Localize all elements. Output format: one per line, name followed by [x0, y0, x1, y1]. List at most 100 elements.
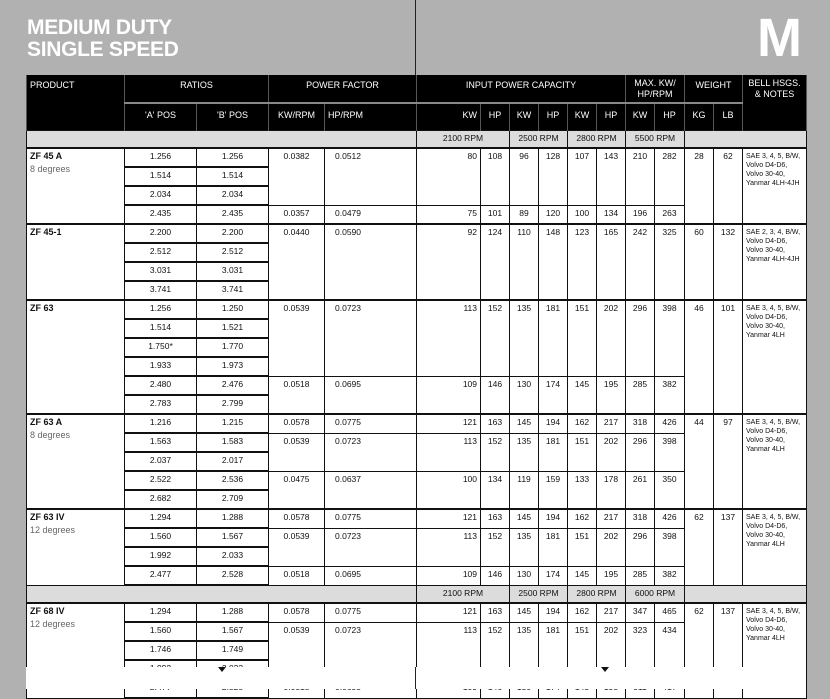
power-factor-kw-rpm: 0.0539: [268, 299, 325, 377]
capacity-hp-2800: 202: [596, 527, 626, 567]
page-bottom: [26, 667, 806, 689]
power-factor-hp-rpm: 0.0637: [324, 470, 417, 510]
table-row: 2.682 2.709: [27, 489, 807, 510]
ratio-b-pos: 1.288: [196, 508, 269, 529]
capacity-hp-2100: 163: [480, 413, 510, 434]
ratio-b-pos: 1.514: [196, 166, 269, 187]
ratio-a-pos: 2.682: [124, 489, 197, 510]
ratio-b-pos: 2.033: [196, 546, 269, 567]
power-factor-hp-rpm: 0.0512: [324, 147, 417, 206]
spec-table: PRODUCT RATIOS POWER FACTOR INPUT POWER …: [26, 75, 808, 699]
ratio-a-pos: 1.294: [124, 508, 197, 529]
capacity-max-kw: 296: [625, 432, 655, 472]
capacity-hp-2100: 124: [480, 223, 510, 301]
power-factor-hp-rpm: 0.0723: [324, 299, 417, 377]
product-name: ZF 63 A: [30, 417, 63, 427]
power-factor-hp-rpm: 0.0775: [324, 508, 417, 529]
capacity-hp-2100: 163: [480, 602, 510, 623]
capacity-max-hp: 263: [653, 204, 686, 225]
capacity-kw-2800: 145: [567, 565, 597, 586]
capacity-hp-2500: 174: [538, 375, 568, 415]
ratio-a-pos: 1.933: [124, 356, 197, 377]
capacity-kw-2800: 162: [567, 508, 597, 529]
table-row: ZF 68 IV 12 degrees 1.294 1.288 0.0578 0.0775…: [26, 602, 808, 699]
ratio-a-pos: 1.563: [124, 432, 197, 453]
ratio-b-pos: 2.512: [196, 242, 269, 263]
product-cell: ZF 45 A 8 degrees: [26, 147, 125, 225]
capacity-hp-2100: 146: [480, 375, 510, 415]
ratio-a-pos: 1.750*: [124, 337, 197, 358]
ratio-b-pos: 3.031: [196, 261, 269, 282]
weight-kg: 60: [684, 223, 715, 301]
ratio-b-pos: 1.583: [196, 432, 269, 453]
product-name: ZF 45-1: [30, 227, 62, 237]
capacity-hp-2800: 202: [596, 299, 626, 377]
table-row: 1.560 1.567 0.0539 0.0723 113 152 135 181 151 202…: [27, 621, 807, 680]
power-factor-kw-rpm: 0.0518: [268, 375, 325, 415]
capacity-kw-2800: 145: [567, 375, 597, 415]
header-b-pos: 'B' POS: [196, 102, 269, 131]
capacity-kw-2100: 100: [416, 470, 481, 510]
ratio-b-pos: 1.250: [196, 299, 269, 320]
ratio-a-pos: 1.560: [124, 621, 197, 642]
capacity-hp-2100: 152: [480, 432, 510, 472]
power-factor-kw-rpm: 0.0475: [268, 470, 325, 510]
header-hp-rpm: HP/RPM: [324, 102, 417, 131]
weight-kg: 46: [684, 299, 715, 415]
capacity-hp-2800: 134: [596, 204, 626, 225]
ratio-a-pos: 1.216: [124, 413, 197, 434]
table-row: 2.783 2.799: [27, 394, 807, 415]
product-name: ZF 45 A: [30, 151, 63, 161]
capacity-hp-2500: 120: [538, 204, 568, 225]
capacity-hp-2500: 194: [538, 413, 568, 434]
weight-lb: 97: [713, 413, 744, 510]
capacity-kw-2500: 135: [509, 299, 539, 377]
capacity-kw-2100: 109: [416, 565, 481, 586]
capacity-max-kw: 196: [625, 204, 655, 225]
capacity-hp-2500: 159: [538, 470, 568, 510]
capacity-hp-2100: 146: [480, 565, 510, 586]
rpm-label: 2500 RPM: [509, 130, 568, 149]
capacity-kw-2500: 135: [509, 527, 539, 567]
table-row: 1.750* 1.770: [27, 337, 807, 358]
capacity-hp-2800: 217: [596, 602, 626, 623]
ratio-a-pos: 1.992: [124, 546, 197, 567]
table-row: 1.933 1.973: [27, 356, 807, 377]
capacity-max-hp: 398: [653, 432, 686, 472]
ratio-a-pos: 2.522: [124, 470, 197, 491]
ratio-b-pos: 2.017: [196, 451, 269, 472]
capacity-hp-2500: 174: [538, 565, 568, 586]
capacity-kw-2100: 80: [416, 147, 481, 206]
capacity-kw-2100: 113: [416, 299, 481, 377]
bell-housing-notes: SAE 3, 4, 5, B/W, Volvo D4-D6, Volvo 30-…: [742, 147, 808, 225]
capacity-hp-2800: 195: [596, 565, 626, 586]
capacity-max-kw: 261: [625, 470, 655, 510]
capacity-kw-2500: 135: [509, 432, 539, 472]
header-notes: BELL HSGS. & NOTES: [742, 75, 808, 131]
power-factor-kw-rpm: 0.0539: [268, 527, 325, 567]
table-row: 1.563 1.583 0.0539 0.0723 113 152 135 181 151 202…: [27, 432, 807, 472]
capacity-kw-2800: 133: [567, 470, 597, 510]
power-factor-kw-rpm: 0.0357: [268, 204, 325, 225]
rpm-label: 5500 RPM: [624, 130, 686, 149]
power-factor-hp-rpm: 0.0695: [324, 565, 417, 586]
table-row: 2.522 2.536 0.0475 0.0637 100 134 119 159 133 178…: [27, 470, 807, 510]
capacity-max-hp: 426: [653, 508, 686, 529]
capacity-hp-2100: 108: [480, 147, 510, 206]
product-angle: 12 degrees: [30, 525, 76, 535]
capacity-kw-2500: 130: [509, 375, 539, 415]
capacity-kw-2500: 145: [509, 413, 539, 434]
capacity-kw-2100: 92: [416, 223, 481, 301]
capacity-max-hp: 282: [653, 147, 686, 206]
ratio-b-pos: 1.567: [196, 527, 269, 548]
capacity-hp-2800: 165: [596, 223, 626, 301]
ratio-a-pos: 3.031: [124, 261, 197, 282]
rpm-row: 2100 RPM 2500 RPM 2800 RPM 6000 RPM: [26, 584, 808, 604]
header-hp: HP: [596, 102, 626, 131]
ratio-a-pos: 2.200: [124, 223, 197, 244]
capacity-max-hp: 398: [653, 299, 686, 377]
capacity-kw-2100: 121: [416, 602, 481, 623]
page-fold-line: [415, 0, 416, 75]
capacity-hp-2100: 163: [480, 508, 510, 529]
